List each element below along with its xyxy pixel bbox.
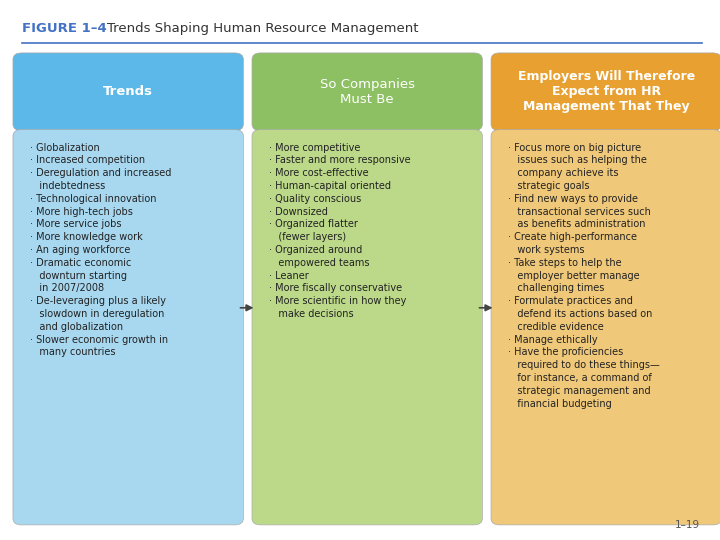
Text: Trends: Trends xyxy=(103,85,153,98)
Text: · More competitive
· Faster and more responsive
· More cost-effective
· Human-ca: · More competitive · Faster and more res… xyxy=(269,143,411,319)
Text: · Focus more on big picture
   issues such as helping the
   company achieve its: · Focus more on big picture issues such … xyxy=(508,143,660,409)
Text: Employers Will Therefore
Expect from HR
Management That They: Employers Will Therefore Expect from HR … xyxy=(518,70,695,113)
Text: 1–19: 1–19 xyxy=(675,520,700,530)
FancyBboxPatch shape xyxy=(13,53,243,131)
Text: So Companies
Must Be: So Companies Must Be xyxy=(320,78,415,106)
Text: Trends Shaping Human Resource Management: Trends Shaping Human Resource Management xyxy=(107,22,418,35)
Text: FIGURE 1–4: FIGURE 1–4 xyxy=(22,22,107,35)
FancyBboxPatch shape xyxy=(491,130,720,525)
FancyBboxPatch shape xyxy=(252,53,482,131)
FancyBboxPatch shape xyxy=(491,53,720,131)
FancyBboxPatch shape xyxy=(13,130,243,525)
FancyBboxPatch shape xyxy=(252,130,482,525)
Text: · Globalization
· Increased competition
· Deregulation and increased
   indebted: · Globalization · Increased competition … xyxy=(30,143,171,357)
